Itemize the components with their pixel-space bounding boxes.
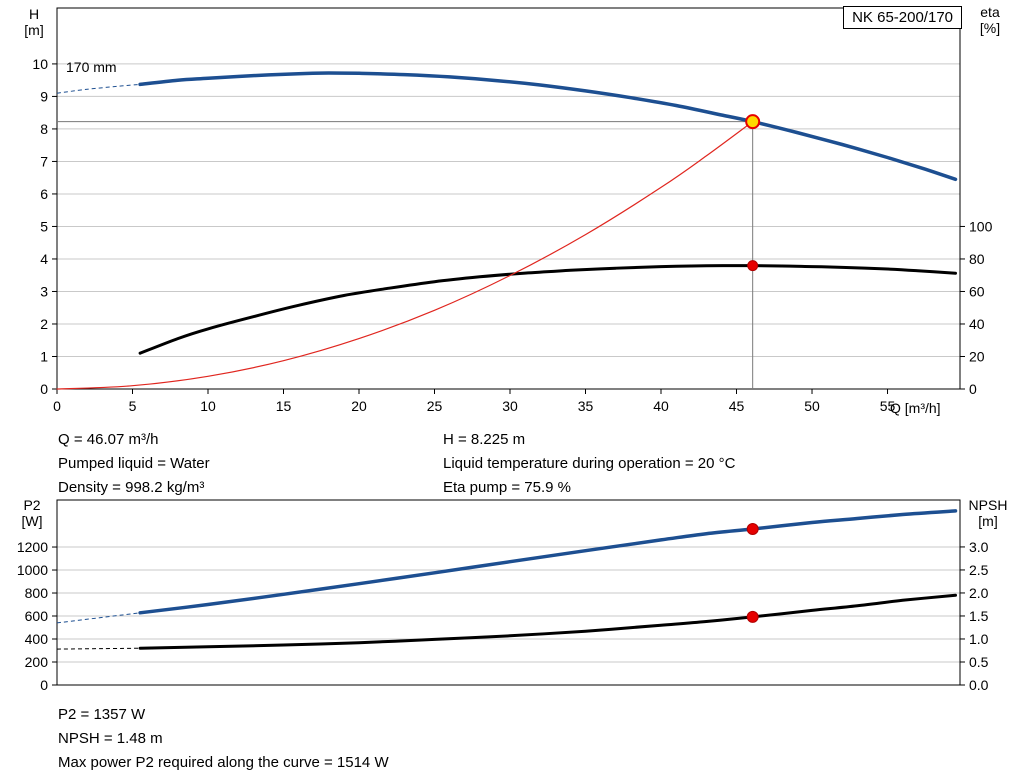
impeller-diameter-label: 170 mm (66, 59, 117, 75)
y-left-tick-label: 0 (40, 381, 48, 397)
efficiency-curve (138, 264, 957, 355)
duty-point-npsh (746, 610, 759, 623)
y-left-tick-label: 5 (40, 218, 48, 234)
npsh-axis-title-line2: [m] (978, 513, 998, 529)
x-tick-label: 55 (880, 398, 896, 414)
y-right-tick-label: 2.5 (969, 562, 989, 578)
y-right-tick-label: 60 (969, 283, 985, 299)
head-curve-170mm-dashed-extension (56, 83, 141, 94)
system-curve (56, 121, 754, 390)
duty-point-eta (747, 260, 759, 272)
x-tick-label: 15 (276, 398, 292, 414)
p2-axis-title-line1: P2 (23, 497, 41, 513)
y-left-tick-label: 4 (40, 251, 48, 267)
head-curve-170mm (138, 71, 958, 182)
x-tick-label: 25 (427, 398, 443, 414)
y-left-tick-label: 8 (40, 121, 48, 137)
y-right-tick-label: 1.5 (969, 608, 989, 624)
p2-curve (138, 509, 958, 615)
y-right-tick-label: 80 (969, 251, 985, 267)
y-left-tick-label: 9 (40, 88, 48, 104)
x-tick-label: 35 (578, 398, 594, 414)
npsh-curve (138, 593, 957, 650)
eta-axis-title-line2: [%] (979, 20, 1001, 36)
y-right-tick-label: 3.0 (969, 539, 989, 555)
duty-info-left-column: Q = 46.07 m³/h Pumped liquid = Water Den… (58, 428, 210, 500)
p2-axis-title-line2: [W] (21, 513, 43, 529)
info-density: Density = 998.2 kg/m³ (58, 479, 205, 496)
duty-info-right-column: H = 8.225 m Liquid temperature during op… (443, 428, 735, 500)
pump-model-label: NK 65-200/170 (843, 6, 962, 29)
info-pumped-liquid: Pumped liquid = Water (58, 455, 210, 472)
info-liquid-temperature: Liquid temperature during operation = 20… (443, 455, 736, 472)
npsh-axis-title-line1: NPSH (968, 497, 1008, 513)
y-right-tick-label: 2.0 (969, 585, 989, 601)
power-info-block: P2 = 1357 W NPSH = 1.48 m Max power P2 r… (58, 703, 389, 775)
y-left-tick-label: 1 (40, 348, 48, 364)
h-axis-title-line2: [m] (24, 22, 44, 38)
y-left-tick-label: 3 (40, 283, 48, 299)
y-left-tick-label: 10 (32, 56, 48, 72)
info-eta-pump: Eta pump = 75.9 % (443, 479, 571, 496)
y-left-tick-label: 600 (25, 608, 49, 624)
x-tick-label: 10 (200, 398, 216, 414)
x-tick-label: 20 (351, 398, 367, 414)
y-left-tick-label: 6 (40, 186, 48, 202)
x-tick-label: 30 (502, 398, 518, 414)
x-tick-label: 45 (729, 398, 745, 414)
x-tick-label: 40 (653, 398, 669, 414)
y-right-tick-label: 0.5 (969, 654, 989, 670)
y-left-tick-label: 7 (40, 153, 48, 169)
duty-point-head[interactable] (745, 114, 761, 130)
eta-axis-title-line1: eta (980, 4, 1000, 20)
plot-border (56, 7, 961, 390)
info-flow: Q = 46.07 m³/h (58, 431, 159, 448)
h-axis-title-line1: H (28, 6, 40, 22)
info-head: H = 8.225 m (443, 431, 526, 448)
y-right-tick-label: 40 (969, 316, 985, 332)
y-right-tick-label: 0 (969, 381, 977, 397)
y-right-tick-label: 1.0 (969, 631, 989, 647)
y-left-tick-label: 800 (25, 585, 49, 601)
info-max-power: Max power P2 required along the curve = … (58, 754, 389, 771)
info-p2: P2 = 1357 W (58, 706, 146, 723)
h-axis-title: H [m] (16, 6, 52, 38)
duty-point-p2 (746, 522, 759, 535)
npsh-axis-title: NPSH [m] (962, 497, 1014, 529)
p2-axis-title: P2 [W] (12, 497, 52, 529)
p2-curve-dashed-extension (56, 612, 141, 624)
y-left-tick-label: 1200 (17, 539, 48, 555)
p2-npsh-chart: 0 200 400 600 800 1000 1200 0.0 0.5 1.0 1.5 2.0 2.5 3… (17, 499, 989, 693)
y-left-tick-label: 0 (40, 677, 48, 693)
x-tick-label: 0 (53, 398, 61, 414)
x-tick-label: 50 (804, 398, 820, 414)
info-npsh: NPSH = 1.48 m (58, 730, 163, 747)
y-left-tick-label: 2 (40, 316, 48, 332)
y-right-tick-label: 100 (969, 218, 993, 234)
y-left-tick-label: 1000 (17, 562, 48, 578)
y-left-tick-label: 400 (25, 631, 49, 647)
y-right-tick-label: 0.0 (969, 677, 989, 693)
y-left-tick-label: 200 (25, 654, 49, 670)
y-right-tick-label: 20 (969, 348, 985, 364)
x-tick-label: 5 (129, 398, 137, 414)
eta-axis-title: eta [%] (970, 4, 1010, 36)
plot-border (56, 499, 961, 686)
q-axis-title: Q [m³/h] (890, 400, 941, 416)
npsh-curve-dashed-extension (56, 647, 141, 650)
